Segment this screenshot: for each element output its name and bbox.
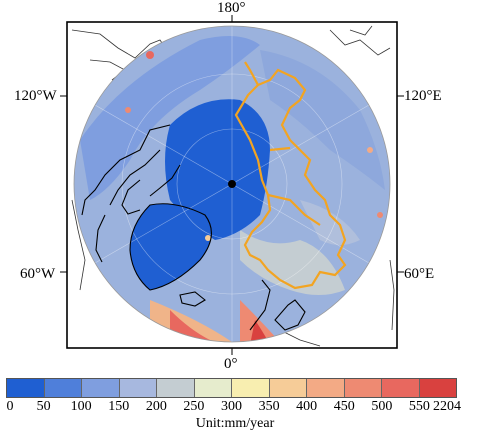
legend-swatch: [7, 379, 45, 397]
frame-ticks: [60, 15, 404, 355]
legend-swatch: [344, 379, 382, 397]
legend-swatch: [307, 379, 345, 397]
legend-tick-label: 100: [70, 399, 92, 414]
coastlines: [81, 124, 306, 331]
legend-tick-label: 400: [296, 399, 318, 414]
legend-tick-label: 150: [108, 399, 130, 414]
legend-tick-label: 550: [408, 399, 430, 414]
lon-label-60w: 60°W: [20, 266, 56, 282]
legend-swatch: [269, 379, 307, 397]
legend-swatch: [194, 379, 232, 397]
lon-label-60e: 60°E: [404, 266, 435, 282]
north-pole-marker: [228, 180, 236, 188]
legend-tick-label: 2204: [433, 399, 461, 414]
color-legend: [6, 378, 457, 398]
legend-swatch: [82, 379, 120, 397]
legend-tick-label: 0: [6, 399, 14, 414]
unit-label: Unit:mm/year: [195, 416, 275, 431]
legend-swatch: [157, 379, 195, 397]
disk-outline: [73, 25, 391, 343]
legend-tick-label: 300: [221, 399, 242, 414]
legend-swatch: [419, 379, 456, 397]
lon-label-120e: 120°E: [404, 88, 442, 104]
legend-swatch: [232, 379, 270, 397]
legend-tick-label: 250: [183, 399, 205, 414]
region-boundary: [234, 61, 347, 290]
legend-tick-label: 500: [371, 399, 393, 414]
legend-swatch: [382, 379, 420, 397]
legend-tick-label: 200: [145, 399, 167, 414]
lon-label-180: 180°: [217, 0, 246, 16]
legend-swatch: [119, 379, 157, 397]
lon-label-120w: 120°W: [14, 88, 57, 104]
legend-tick-label: 50: [36, 399, 51, 414]
legend-tick-label: 450: [333, 399, 355, 414]
legend-tick-label: 350: [258, 399, 280, 414]
lon-label-0: 0°: [224, 356, 238, 372]
legend-swatch: [44, 379, 82, 397]
